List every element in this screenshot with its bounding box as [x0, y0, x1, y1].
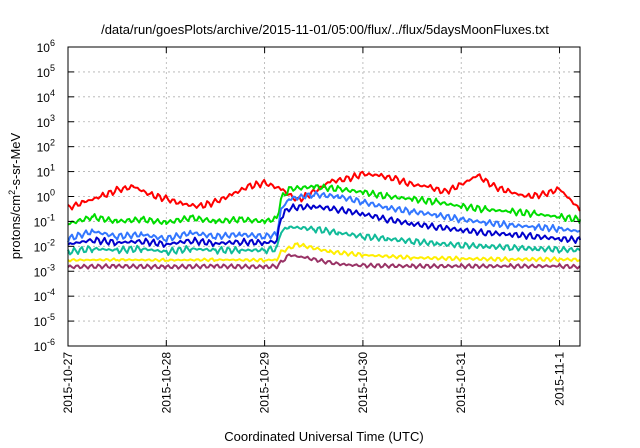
axis-ticks [67, 46, 580, 347]
y-axis-label-main: protons/cm [8, 195, 23, 259]
y-axis-label: protons/cm2-s-sr-MeV [7, 132, 23, 259]
series-line-3 [67, 190, 581, 243]
y-tick-label: 103 [37, 113, 55, 130]
series-line-5 [67, 225, 581, 256]
x-tick-label: 2015-10-27 [61, 352, 75, 414]
series-line-6 [67, 242, 581, 263]
y-tick-label: 10-3 [34, 262, 55, 279]
series-line-1 [67, 170, 581, 212]
y-tick-label: 10-6 [34, 337, 55, 354]
x-tick-label: 2015-11-1 [553, 352, 567, 406]
x-tick-label: 2015-10-31 [454, 352, 468, 414]
y-tick-label: 10-5 [34, 312, 55, 329]
y-axis-label-superscript: 2 [7, 190, 17, 195]
x-tick-label: 2015-10-29 [258, 352, 272, 414]
y-tick-label: 106 [37, 38, 55, 55]
x-axis-label: Coordinated Universal Time (UTC) [224, 429, 423, 444]
series-line-2 [67, 183, 581, 226]
y-tick-labels: 10-6 10-5 10-4 10-3 10-2 10-1 100 101 102 103 104 1… [34, 38, 55, 354]
series-line-4 [67, 203, 581, 248]
y-tick-label: 10-1 [34, 212, 55, 229]
series-group [67, 170, 581, 270]
series-line-7 [67, 253, 581, 270]
y-tick-label: 10-2 [34, 237, 55, 254]
chart-title: /data/run/goesPlots/archive/2015-11-01/0… [101, 22, 549, 37]
y-tick-label: 101 [37, 163, 55, 180]
y-tick-label: 10-4 [34, 287, 55, 304]
x-tick-label: 2015-10-28 [159, 352, 173, 414]
y-tick-label: 104 [37, 88, 55, 105]
x-tick-labels: 2015-10-27 2015-10-28 2015-10-29 2015-10-30… [61, 352, 567, 414]
y-tick-label: 100 [37, 188, 55, 205]
gridlines [67, 47, 580, 346]
x-tick-label: 2015-10-30 [356, 352, 370, 414]
y-axis-label-rest: -s-sr-MeV [8, 132, 23, 189]
y-tick-label: 105 [37, 63, 55, 80]
y-tick-label: 102 [37, 138, 55, 155]
